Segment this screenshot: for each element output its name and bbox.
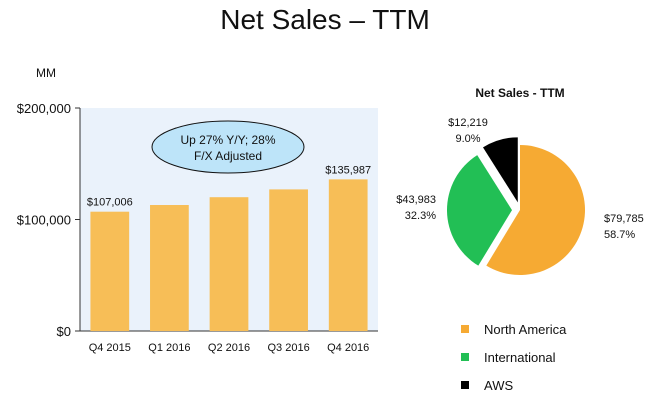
legend-swatch: [461, 325, 469, 333]
pie-percent-label: 58.7%: [604, 229, 635, 241]
pie-percent-label: 32.3%: [405, 210, 436, 222]
pie-slice: [447, 155, 513, 266]
x-tick-label: Q3 2016: [267, 342, 309, 354]
x-tick-label: Q2 2016: [208, 342, 250, 354]
callout-text: F/X Adjusted: [194, 149, 262, 163]
pie-value-label: $79,785: [604, 213, 644, 225]
unit-label: MM: [36, 66, 56, 80]
data-label: $135,987: [325, 164, 371, 176]
legend-label: North America: [484, 322, 567, 337]
bar: [209, 197, 249, 331]
bar: [269, 189, 308, 331]
callout-ellipse: [151, 120, 305, 174]
pie-slice: [486, 145, 585, 275]
callout-text: Up 27% Y/Y; 28%: [180, 133, 275, 147]
bar: [150, 205, 189, 331]
pie-percent-label: 9.0%: [455, 133, 480, 145]
pie-title: Net Sales - TTM: [475, 86, 564, 100]
data-label: $107,006: [87, 197, 133, 209]
legend-swatch: [461, 353, 469, 361]
bar: [328, 179, 368, 331]
bar-chart: $0 $100,000 $200,000 Q4 2015 $107,006 Q1 2016…: [17, 101, 378, 354]
pie-value-label: $12,219: [448, 117, 488, 129]
y-tick-label: $200,000: [17, 101, 71, 116]
pie-value-label: $43,983: [396, 194, 436, 206]
y-tick-label: $0: [57, 324, 71, 339]
legend-swatch: [461, 381, 469, 389]
pie-slice: [482, 137, 518, 203]
page-title: Net Sales – TTM: [220, 4, 430, 35]
legend-label: AWS: [484, 378, 513, 393]
bar: [90, 211, 130, 331]
x-tick-label: Q4 2016: [327, 342, 369, 354]
y-tick-label: $100,000: [17, 213, 71, 228]
x-tick-label: Q4 2015: [89, 342, 131, 354]
x-tick-label: Q1 2016: [148, 342, 190, 354]
legend-label: International: [484, 350, 556, 365]
